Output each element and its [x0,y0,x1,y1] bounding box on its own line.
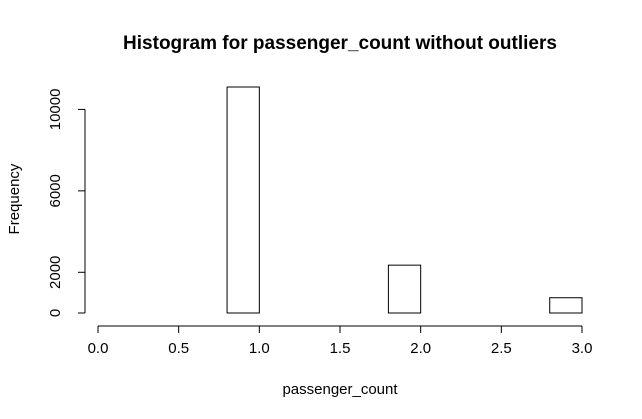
histogram-bar-14 [549,297,583,314]
x-tick-label-1: 0.5 [168,340,189,357]
y-axis-label: Frequency [6,163,23,234]
x-axis: 0.0 0.5 1.0 1.5 2.0 2.5 3.0 [88,325,593,357]
x-tick-label-2: 1.0 [249,340,270,357]
x-axis-label: passenger_count [282,381,398,398]
chart-title: Histogram for passenger_count without ou… [123,33,557,54]
x-tick-label-6: 3.0 [572,340,593,357]
y-axis: 0 2000 6000 10000 [47,89,86,317]
y-tick-label-1: 2000 [47,256,64,289]
x-tick-label-0: 0.0 [88,340,109,357]
histogram-bar-4 [226,86,260,314]
y-tick-label-2: 6000 [47,174,64,207]
y-tick-label-3: 10000 [47,89,64,131]
y-tick-label-0: 0 [47,309,64,317]
x-tick-label-3: 1.5 [330,340,351,357]
histogram-bar-9 [387,264,422,314]
x-tick-label-4: 2.0 [410,340,431,357]
x-tick-label-5: 2.5 [491,340,512,357]
bars-group [226,86,583,314]
